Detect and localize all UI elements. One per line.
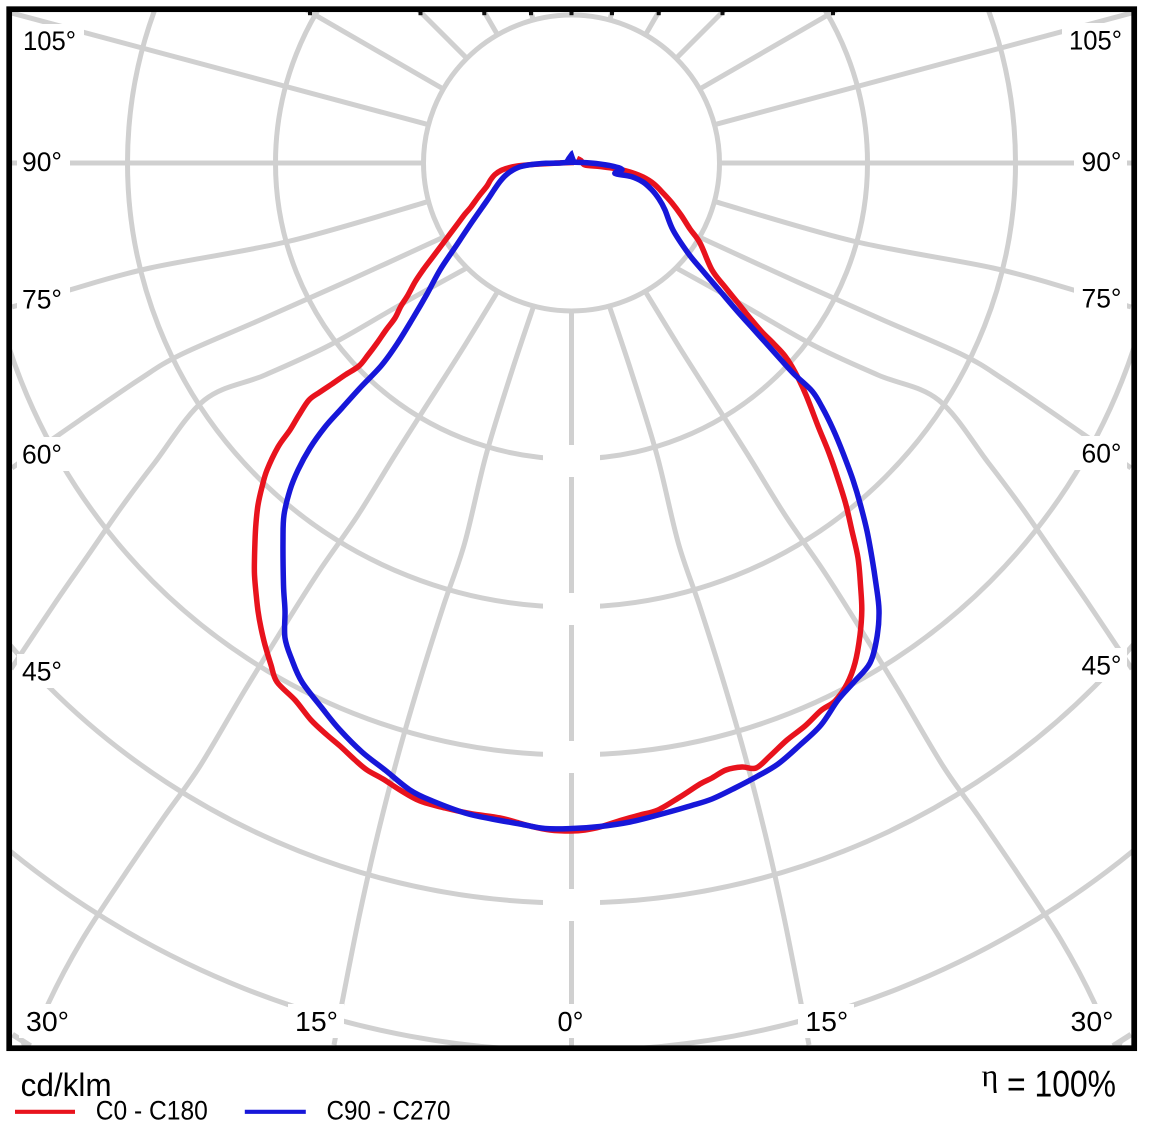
- svg-text:90°: 90°: [22, 147, 62, 177]
- svg-text:C90 - C270: C90 - C270: [327, 1095, 451, 1125]
- svg-text:90°: 90°: [1082, 147, 1122, 177]
- svg-text:60°: 60°: [22, 440, 62, 470]
- svg-text:105°: 105°: [23, 26, 76, 56]
- svg-text:45°: 45°: [1082, 651, 1122, 681]
- svg-text:75°: 75°: [1082, 284, 1122, 314]
- svg-text:75°: 75°: [22, 285, 62, 315]
- svg-text:= 100%: = 100%: [1007, 1063, 1116, 1104]
- svg-text:30°: 30°: [1071, 1006, 1114, 1037]
- svg-text:15°: 15°: [295, 1006, 338, 1037]
- svg-text:η: η: [981, 1057, 998, 1093]
- svg-text:105°: 105°: [1069, 26, 1122, 56]
- svg-text:30°: 30°: [26, 1006, 69, 1037]
- svg-text:15°: 15°: [805, 1006, 848, 1037]
- svg-text:cd/klm: cd/klm: [21, 1067, 112, 1103]
- svg-text:60°: 60°: [1082, 439, 1122, 469]
- svg-text:C0 - C180: C0 - C180: [96, 1095, 208, 1125]
- svg-text:0°: 0°: [558, 1006, 584, 1037]
- svg-text:45°: 45°: [22, 657, 62, 687]
